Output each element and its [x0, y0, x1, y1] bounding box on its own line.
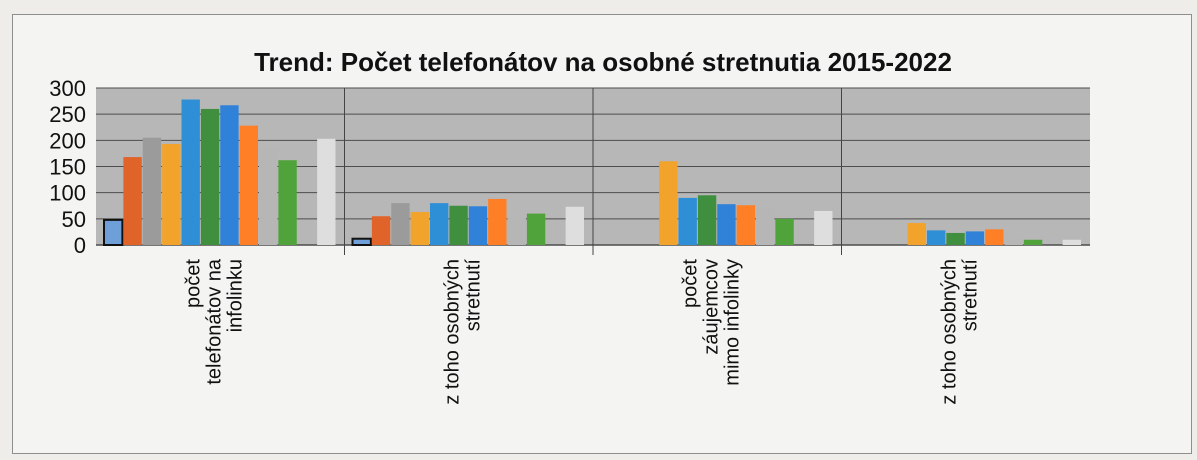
bar-s5-c3 [678, 197, 697, 245]
bar-s12-c3 [814, 210, 833, 245]
bar-s3-c2 [391, 203, 410, 245]
bar-s8-c1 [239, 125, 258, 245]
bar-s10-c4 [1023, 239, 1043, 245]
y-tick-label: 0 [74, 233, 86, 258]
bar-s7-c3 [717, 204, 736, 245]
category-label-line: mimo infolinky [721, 259, 743, 386]
bar-s2-c2 [371, 216, 391, 245]
category-label-line: záujemcov [700, 259, 722, 355]
bar-s12-c4 [1062, 239, 1081, 245]
y-tick-label: 200 [49, 128, 86, 153]
bar-s5-c4 [927, 230, 946, 245]
category-label-line: z toho osobných [938, 259, 960, 405]
scanned-page: Trend: Počet telefonátov na osobné stret… [12, 14, 1192, 454]
bar-s4-c1 [162, 143, 181, 245]
chart-title: Trend: Počet telefonátov na osobné stret… [254, 47, 952, 77]
y-tick-label: 250 [49, 102, 86, 127]
category-labels: počet telefonátov na infolinku z toho osobn… [182, 258, 981, 405]
category-label-line: telefonátov na [203, 258, 225, 385]
bar-s4-c3 [659, 161, 678, 245]
bar-s1-c1 [103, 218, 124, 247]
bar-s8-c4 [985, 229, 1004, 245]
bar-s3-c1 [142, 137, 162, 245]
category-label-line: infolinku [224, 259, 246, 332]
chart-frame: Trend: Počet telefonátov na osobné stret… [12, 14, 1192, 454]
bar-s8-c3 [736, 205, 755, 245]
bar-s7-c1 [220, 105, 239, 246]
bar-s9-c3 [756, 208, 775, 245]
bar-s6-c3 [697, 195, 717, 245]
bar-s12-c2 [565, 206, 584, 245]
y-tick-label: 300 [49, 76, 86, 101]
bar-s4-c4 [907, 223, 926, 245]
category-label-line: stretnutí [959, 259, 981, 332]
bar-s9-c2 [507, 217, 526, 245]
bar-s9-c4 [1004, 239, 1023, 245]
bar-s7-c4 [965, 231, 985, 245]
bar-s7-c2 [468, 206, 488, 245]
category-label-line: počet [182, 259, 204, 308]
bar-s6-c1 [200, 108, 220, 245]
category-label-line: stretnutí [462, 259, 484, 332]
y-tick-label: 150 [49, 155, 86, 180]
bar-chart: Trend: Počet telefonátov na osobné stret… [49, 47, 1090, 405]
bar-s2-c1 [123, 157, 142, 245]
bar-s5-c1 [181, 99, 200, 245]
bar-s1-c2 [351, 237, 372, 247]
bar-s6-c2 [449, 205, 468, 245]
category-label-line: z toho osobných [441, 259, 463, 405]
bar-s10-c2 [526, 213, 546, 245]
bar-s10-c1 [278, 160, 297, 245]
bar-s9-c1 [259, 149, 278, 245]
bar-s8-c2 [488, 198, 507, 245]
bar-s6-c4 [946, 232, 965, 245]
bar-s12-c1 [317, 138, 336, 245]
y-tick-label: 50 [62, 207, 86, 232]
bar-s4-c2 [410, 212, 429, 245]
category-label-line: počet [679, 259, 701, 308]
bar-s10-c3 [775, 218, 794, 245]
y-tick-label: 100 [49, 181, 86, 206]
bar-s5-c2 [430, 203, 449, 245]
bar-series [103, 99, 1081, 247]
